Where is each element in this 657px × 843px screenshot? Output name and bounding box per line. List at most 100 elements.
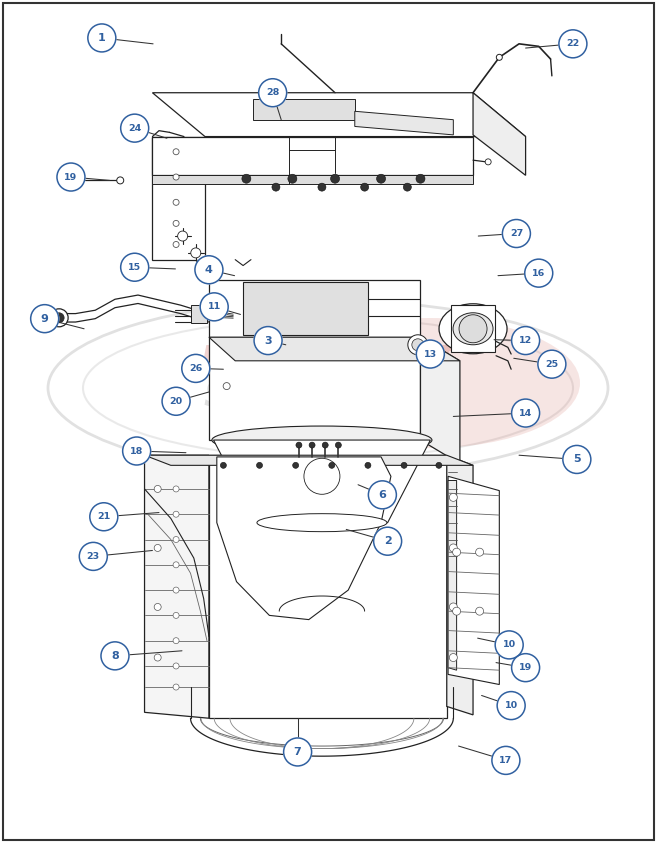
- Circle shape: [173, 587, 179, 593]
- Circle shape: [525, 259, 553, 287]
- Circle shape: [376, 175, 386, 183]
- Polygon shape: [152, 137, 473, 175]
- Circle shape: [563, 445, 591, 474]
- Circle shape: [195, 255, 223, 284]
- Circle shape: [476, 607, 484, 615]
- Polygon shape: [209, 455, 447, 718]
- Circle shape: [220, 462, 227, 469]
- Circle shape: [284, 738, 311, 766]
- Text: 2: 2: [384, 536, 392, 546]
- Circle shape: [154, 604, 161, 610]
- Circle shape: [173, 637, 179, 644]
- Circle shape: [512, 326, 539, 355]
- Circle shape: [173, 241, 179, 248]
- Text: SPECIALISTS: SPECIALISTS: [204, 378, 452, 412]
- Circle shape: [449, 544, 457, 552]
- Circle shape: [57, 163, 85, 191]
- Text: 21: 21: [97, 513, 110, 521]
- Text: 18: 18: [130, 447, 143, 455]
- Polygon shape: [451, 305, 495, 352]
- Circle shape: [512, 399, 539, 427]
- Text: 27: 27: [510, 229, 523, 238]
- Polygon shape: [191, 305, 207, 323]
- Circle shape: [296, 442, 302, 448]
- Circle shape: [200, 293, 228, 321]
- Circle shape: [408, 335, 428, 355]
- Circle shape: [436, 462, 442, 469]
- Circle shape: [449, 603, 457, 611]
- Circle shape: [449, 653, 457, 662]
- Polygon shape: [473, 93, 526, 175]
- Circle shape: [121, 253, 148, 282]
- Circle shape: [90, 502, 118, 531]
- Text: 22: 22: [566, 40, 579, 48]
- Polygon shape: [448, 476, 499, 685]
- Circle shape: [254, 326, 282, 355]
- Circle shape: [173, 220, 179, 227]
- Circle shape: [512, 653, 539, 682]
- Circle shape: [292, 462, 299, 469]
- Polygon shape: [214, 440, 430, 523]
- Circle shape: [453, 607, 461, 615]
- Circle shape: [154, 545, 161, 551]
- Polygon shape: [145, 455, 473, 465]
- Polygon shape: [355, 111, 453, 135]
- Text: 19: 19: [64, 173, 78, 181]
- Circle shape: [485, 158, 491, 165]
- Text: 9: 9: [41, 314, 49, 324]
- Text: 13: 13: [424, 350, 437, 358]
- Circle shape: [335, 442, 342, 448]
- Text: 15: 15: [128, 263, 141, 271]
- Ellipse shape: [453, 313, 493, 345]
- Circle shape: [101, 642, 129, 670]
- Text: 8: 8: [111, 651, 119, 661]
- Circle shape: [88, 24, 116, 52]
- Polygon shape: [217, 457, 391, 620]
- Text: 7: 7: [294, 747, 302, 757]
- Circle shape: [412, 339, 424, 351]
- Circle shape: [173, 486, 179, 492]
- Circle shape: [191, 248, 201, 258]
- Circle shape: [173, 663, 179, 669]
- Text: 6: 6: [378, 490, 386, 500]
- Circle shape: [50, 309, 68, 327]
- Circle shape: [117, 177, 124, 184]
- Text: 17: 17: [499, 756, 512, 765]
- Text: 28: 28: [266, 89, 279, 97]
- Polygon shape: [152, 93, 526, 137]
- Circle shape: [173, 199, 179, 206]
- Circle shape: [497, 691, 525, 720]
- Ellipse shape: [257, 513, 387, 532]
- Circle shape: [121, 114, 148, 142]
- Circle shape: [173, 148, 179, 155]
- Circle shape: [401, 462, 407, 469]
- Circle shape: [79, 542, 107, 571]
- Circle shape: [330, 175, 340, 183]
- Text: 4: 4: [205, 265, 213, 275]
- Circle shape: [242, 175, 251, 183]
- Circle shape: [417, 340, 444, 368]
- Circle shape: [256, 462, 263, 469]
- Text: 26: 26: [189, 364, 202, 373]
- Text: 5: 5: [573, 454, 581, 464]
- Circle shape: [304, 459, 340, 494]
- Text: 24: 24: [128, 124, 141, 132]
- Polygon shape: [152, 175, 473, 184]
- Circle shape: [492, 746, 520, 775]
- Circle shape: [177, 231, 188, 241]
- Text: 11: 11: [208, 303, 221, 311]
- Circle shape: [31, 304, 58, 333]
- Polygon shape: [420, 337, 460, 464]
- Text: 1: 1: [98, 33, 106, 43]
- Circle shape: [503, 219, 530, 248]
- Text: 16: 16: [532, 269, 545, 277]
- Circle shape: [173, 511, 179, 518]
- Circle shape: [361, 183, 369, 191]
- Text: EQUIPMENT: EQUIPMENT: [199, 344, 457, 382]
- Circle shape: [173, 561, 179, 568]
- Circle shape: [309, 442, 315, 448]
- Circle shape: [182, 354, 210, 383]
- Circle shape: [365, 462, 371, 469]
- Circle shape: [223, 383, 230, 389]
- Polygon shape: [209, 280, 420, 337]
